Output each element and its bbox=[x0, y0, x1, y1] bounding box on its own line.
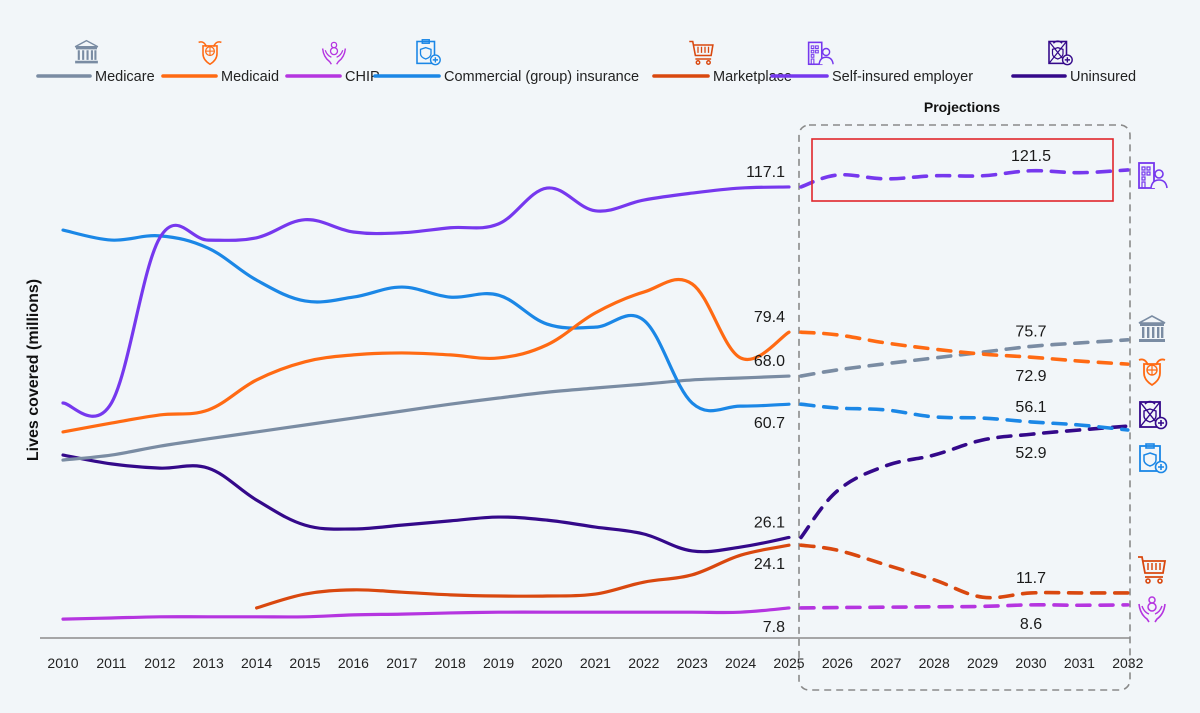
selfinsured-value-label: 121.5 bbox=[1011, 148, 1051, 165]
office-building-person-icon bbox=[1138, 162, 1168, 189]
series-lines bbox=[61, 168, 1130, 621]
uninsured-value-label: 52.9 bbox=[1015, 445, 1046, 462]
selfinsured-projection-line bbox=[799, 168, 1130, 189]
legend-item-medicaid: Medicaid bbox=[161, 41, 279, 85]
marketplace-value-label: 24.1 bbox=[754, 556, 785, 573]
series-end-icons bbox=[1137, 162, 1168, 623]
x-tick-label: 2014 bbox=[241, 655, 272, 671]
winged-globe-shield-icon bbox=[197, 41, 223, 66]
x-tick-label: 2012 bbox=[144, 655, 175, 671]
legend-item-chip: CHIP bbox=[285, 41, 380, 85]
marketplace-historical-line bbox=[255, 543, 791, 610]
medicare-historical-line bbox=[61, 374, 791, 462]
x-tick-label: 2028 bbox=[919, 655, 950, 671]
crossed-clipboard-icon bbox=[1048, 40, 1073, 66]
x-tick-label: 2016 bbox=[338, 655, 369, 671]
clipboard-shield-icon bbox=[416, 38, 441, 66]
x-tick-label: 2027 bbox=[870, 655, 901, 671]
legend-label: Medicare bbox=[95, 69, 155, 85]
medicare-value-label: 68.0 bbox=[754, 353, 785, 370]
commercial-projection-line bbox=[799, 402, 1130, 432]
x-tick-label: 2024 bbox=[725, 655, 756, 671]
legend-item-uninsured: Uninsured bbox=[1011, 40, 1136, 85]
medicaid-value-label: 72.9 bbox=[1015, 368, 1046, 385]
legend-item-medicare: Medicare bbox=[36, 39, 155, 85]
legend-label: Commercial (group) insurance bbox=[444, 69, 639, 85]
government-building-icon bbox=[74, 39, 99, 65]
uninsured-historical-line bbox=[61, 453, 791, 554]
commercial-value-label: 60.7 bbox=[754, 415, 785, 432]
clipboard-shield-icon bbox=[1139, 443, 1168, 474]
x-tick-label: 2029 bbox=[967, 655, 998, 671]
projection-title: Projections bbox=[924, 99, 1000, 115]
office-building-person-icon bbox=[807, 41, 834, 66]
x-tick-label: 2010 bbox=[47, 655, 78, 671]
medicare-projection-line bbox=[799, 338, 1130, 378]
shopping-cart-icon bbox=[688, 40, 714, 66]
x-tick-label: 2022 bbox=[628, 655, 659, 671]
chip-value-label: 8.6 bbox=[1020, 616, 1042, 633]
chip-value-label: 7.8 bbox=[763, 619, 785, 636]
x-tick-label: 2026 bbox=[822, 655, 853, 671]
x-tick-label: 2011 bbox=[96, 655, 126, 671]
x-tick-label: 2025 bbox=[773, 655, 804, 671]
x-tick-label: 2023 bbox=[677, 655, 708, 671]
medicare-value-label: 75.7 bbox=[1015, 323, 1046, 340]
medicaid-historical-line bbox=[61, 277, 791, 434]
x-tick-label: 2021 bbox=[580, 655, 611, 671]
marketplace-projection-line bbox=[799, 543, 1130, 600]
chip-historical-line bbox=[61, 606, 791, 621]
x-tick-label: 2030 bbox=[1015, 655, 1046, 671]
marketplace-value-label: 11.7 bbox=[1016, 570, 1046, 587]
uninsured-value-label: 26.1 bbox=[754, 514, 785, 531]
x-tick-label: 2015 bbox=[289, 655, 320, 671]
legend-item-marketplace: Marketplace bbox=[652, 40, 792, 85]
x-tick-label: 2017 bbox=[386, 655, 417, 671]
commercial-historical-line bbox=[61, 228, 791, 413]
hands-holding-child-icon bbox=[1138, 596, 1166, 623]
y-axis-label: Lives covered (millions) bbox=[25, 279, 42, 461]
legend-item-commercial: Commercial (group) insurance bbox=[373, 38, 639, 85]
legend-label: Marketplace bbox=[713, 69, 792, 85]
self-insured-projection-highlight bbox=[811, 138, 1114, 202]
chip-projection-line bbox=[799, 603, 1130, 610]
government-building-icon bbox=[1138, 315, 1166, 343]
shopping-cart-icon bbox=[1137, 556, 1166, 584]
legend-label: Self-insured employer bbox=[832, 69, 973, 85]
legend-label: CHIP bbox=[345, 69, 380, 85]
data-labels: 68.0 75.7 79.4 72.9 7.8 8.6 60.7 56.1 24.1 11.7 11… bbox=[746, 148, 1051, 636]
commercial-value-label: 56.1 bbox=[1015, 399, 1046, 416]
x-tick-label: 2019 bbox=[483, 655, 514, 671]
x-tick-label: 2031 bbox=[1064, 655, 1095, 671]
x-tick-label: 2013 bbox=[193, 655, 224, 671]
legend-label: Uninsured bbox=[1070, 69, 1136, 85]
uninsured-projection-line bbox=[799, 424, 1130, 540]
medicaid-projection-line bbox=[799, 330, 1130, 366]
hands-holding-child-icon bbox=[321, 41, 347, 65]
medicaid-value-label: 79.4 bbox=[754, 309, 785, 326]
crossed-clipboard-icon bbox=[1139, 400, 1168, 430]
x-axis-ticks: 2010 2011 2012 2013 2014 2015 2016 2017 2018 2019… bbox=[47, 655, 1143, 671]
legend: Medicare Medicaid CHIP Commercial (group) i… bbox=[36, 38, 1136, 85]
winged-globe-shield-icon bbox=[1138, 358, 1166, 386]
x-tick-label: 2018 bbox=[435, 655, 466, 671]
x-tick-label: 2032 bbox=[1112, 655, 1143, 671]
selfinsured-historical-line bbox=[61, 185, 791, 418]
selfinsured-value-label: 117.1 bbox=[746, 164, 785, 181]
legend-item-selfinsured: Self-insured employer bbox=[770, 41, 973, 85]
legend-label: Medicaid bbox=[221, 69, 279, 85]
x-tick-label: 2020 bbox=[531, 655, 562, 671]
